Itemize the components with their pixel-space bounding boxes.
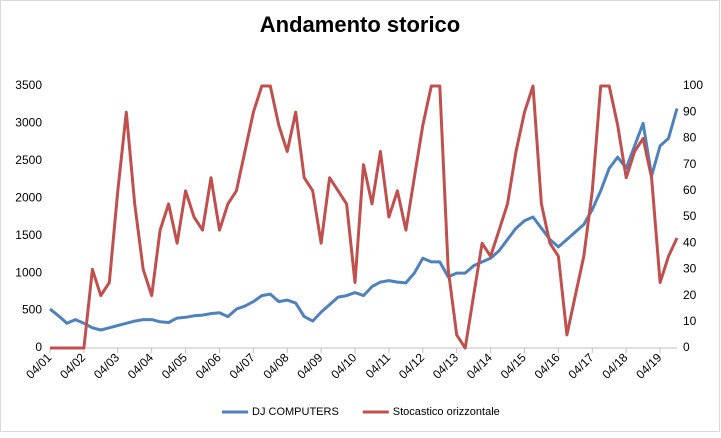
y2-tick-label: 60 (683, 183, 697, 197)
series-line (49, 108, 679, 332)
y-tick-label: 1500 (15, 228, 42, 242)
y2-tick-label: 30 (683, 262, 697, 276)
chart-title: Andamento storico (260, 12, 460, 37)
legend-label: DJ COMPUTERS (252, 406, 339, 418)
series-line (50, 84, 679, 350)
legend-label: Stocastico orizzontale (393, 406, 500, 418)
y2-tick-label: 80 (683, 131, 697, 145)
y2-tick-label: 20 (683, 288, 697, 302)
y-tick-label: 0 (35, 340, 42, 354)
y2-tick-label: 10 (683, 314, 697, 328)
y2-tick-label: 50 (683, 209, 697, 223)
y2-tick-label: 0 (683, 340, 690, 354)
y-tick-label: 1000 (15, 265, 42, 279)
y-tick-label: 3000 (15, 116, 42, 130)
y-tick-label: 3500 (15, 78, 42, 92)
y-tick-label: 2000 (15, 190, 42, 204)
y2-tick-label: 100 (683, 78, 703, 92)
y2-tick-label: 90 (683, 104, 697, 118)
y2-tick-label: 70 (683, 157, 697, 171)
y-tick-label: 2500 (15, 153, 42, 167)
y-tick-label: 500 (22, 303, 42, 317)
y2-tick-label: 40 (683, 235, 697, 249)
